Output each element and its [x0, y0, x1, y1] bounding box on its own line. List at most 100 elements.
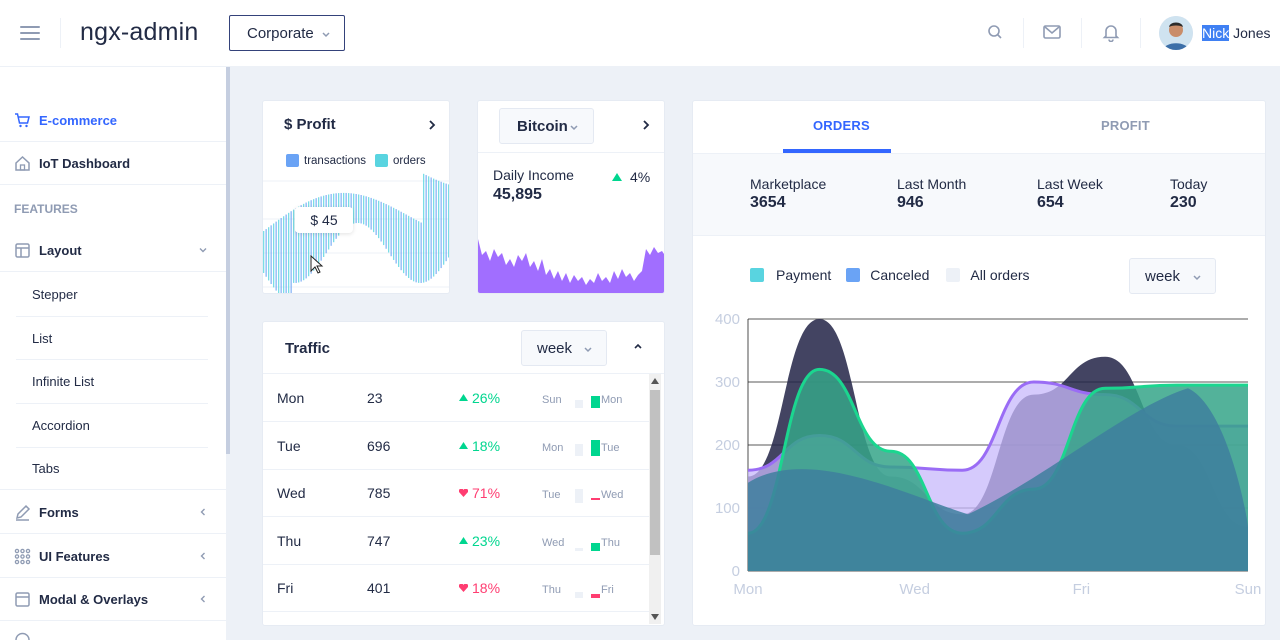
profit-bar [290, 211, 292, 293]
menu-icon[interactable] [19, 22, 41, 44]
profit-title: $ Profit [284, 116, 336, 133]
sidebar-item-list[interactable]: List [0, 317, 226, 360]
sidebar-scrollbar[interactable] [226, 67, 230, 454]
legend-swatch [375, 154, 389, 167]
home-icon [15, 155, 30, 171]
profit-bar [428, 176, 430, 281]
divider [1023, 18, 1024, 48]
sidebar-item-ui-features[interactable]: UI Features [0, 535, 226, 578]
traffic-value: 696 [367, 437, 391, 454]
layout-icon [15, 243, 30, 258]
theme-select[interactable]: Corporate [229, 15, 345, 51]
profit-bar [375, 199, 377, 236]
profit-bar [393, 207, 395, 260]
next-item-icon [15, 632, 30, 640]
sidebar-item-stepper[interactable]: Stepper [0, 273, 226, 316]
sidebar-item-label: Infinite List [32, 374, 95, 389]
y-tick-label: 0 [732, 563, 740, 580]
tab-profit[interactable]: PROFIT [1101, 118, 1150, 133]
chevron-right-icon[interactable] [641, 119, 651, 131]
chevron-down-icon [1193, 275, 1201, 281]
profit-bar [373, 198, 375, 233]
profit-bar [300, 205, 302, 282]
scroll-down-icon[interactable] [651, 614, 659, 620]
sidebar-group-label: FEATURES [14, 202, 78, 216]
legend-swatch [286, 154, 299, 167]
y-tick-label: 100 [715, 500, 740, 517]
scroll-thumb[interactable] [650, 390, 660, 555]
profit-card: $ Profit transactions orders [262, 100, 450, 294]
currency-select[interactable]: Bitcoin [499, 108, 594, 144]
traffic-value: 747 [367, 532, 391, 549]
profit-bar [368, 197, 370, 228]
profit-bar [263, 231, 265, 273]
stat-label: Today [1170, 176, 1208, 192]
app-logo[interactable]: ngx-admin [80, 18, 199, 46]
profit-title-text: Profit [296, 116, 336, 133]
search-icon[interactable] [985, 22, 1005, 42]
series-area-blend [748, 388, 1248, 571]
orders-period-select[interactable]: week [1129, 258, 1216, 294]
profit-bar [415, 219, 417, 283]
active-tab-indicator [783, 149, 891, 153]
chevron-left-icon [200, 552, 205, 560]
scroll-up-icon[interactable] [651, 378, 659, 384]
traffic-scrollbar[interactable] [649, 374, 661, 624]
bitcoin-card: Bitcoin Daily Income 45,895 4% [477, 100, 665, 294]
traffic-value: 401 [367, 580, 391, 596]
chevron-right-icon[interactable] [427, 119, 437, 131]
sidebar-item-iot-dashboard[interactable]: IoT Dashboard [0, 142, 226, 185]
profit-bar [425, 175, 427, 282]
bell-icon[interactable] [1101, 22, 1121, 42]
stat-value: 654 [1037, 194, 1064, 211]
sidebar-item-infinite-list[interactable]: Infinite List [0, 360, 226, 403]
prev-bar [575, 592, 583, 598]
legend-label: Canceled [870, 267, 930, 283]
profit-bar [295, 208, 297, 283]
divider [478, 152, 664, 153]
prev-day-label: Mon [542, 441, 564, 454]
chevron-down-icon [322, 32, 330, 38]
tab-orders[interactable]: ORDERS [813, 118, 870, 133]
heart-down-icon [459, 584, 468, 592]
current-bar [591, 594, 600, 598]
sidebar-item-accordion[interactable]: Accordion [0, 404, 226, 447]
shopping-cart-icon [15, 113, 30, 128]
profit-bar [355, 193, 357, 224]
avatar[interactable] [1159, 16, 1193, 50]
chevron-up-icon[interactable] [632, 340, 644, 352]
profit-bar [388, 205, 390, 253]
divider [60, 18, 61, 48]
delta-value: 4% [630, 169, 651, 185]
current-bar [591, 498, 600, 500]
traffic-period-select[interactable]: week [521, 330, 607, 366]
arrow-up-icon [459, 441, 468, 449]
comparison-bars [575, 396, 600, 408]
mail-icon[interactable] [1042, 22, 1062, 42]
sidebar-item-forms[interactable]: Forms [0, 491, 226, 534]
traffic-delta: 18% [459, 580, 500, 596]
profit-bar [310, 200, 312, 274]
sidebar: E-commerce IoT Dashboard FEATURES Layout… [0, 67, 226, 640]
profit-bar [423, 173, 425, 283]
sidebar-item-layout[interactable]: Layout [0, 229, 226, 272]
orders-summary: Marketplace 3654 Last Month 946 Last Week 6… [693, 153, 1265, 236]
legend-label: transactions [304, 154, 367, 167]
traffic-value: 785 [367, 485, 391, 501]
sidebar-item-modal-overlays[interactable]: Modal & Overlays [0, 578, 226, 621]
stat-label: Last Week [1037, 176, 1103, 192]
user-name[interactable]: Nick Jones [1202, 25, 1270, 41]
traffic-day: Thu [277, 532, 302, 549]
arrow-up-icon [612, 173, 622, 181]
profit-bar [363, 195, 365, 225]
sidebar-item-tabs[interactable]: Tabs [0, 447, 226, 490]
sidebar-item-label: Accordion [32, 418, 90, 433]
profit-bar [360, 195, 362, 224]
sidebar-item-label: Modal & Overlays [39, 591, 149, 607]
chevron-down-icon [584, 347, 592, 353]
sidebar-item-ecommerce[interactable]: E-commerce [0, 99, 226, 142]
traffic-row: Mon 23 26% Sun Mon [263, 374, 649, 422]
profit-bar [305, 202, 307, 279]
stat-last-week: Last Week 654 [1037, 176, 1103, 212]
legend-swatch [846, 268, 861, 282]
